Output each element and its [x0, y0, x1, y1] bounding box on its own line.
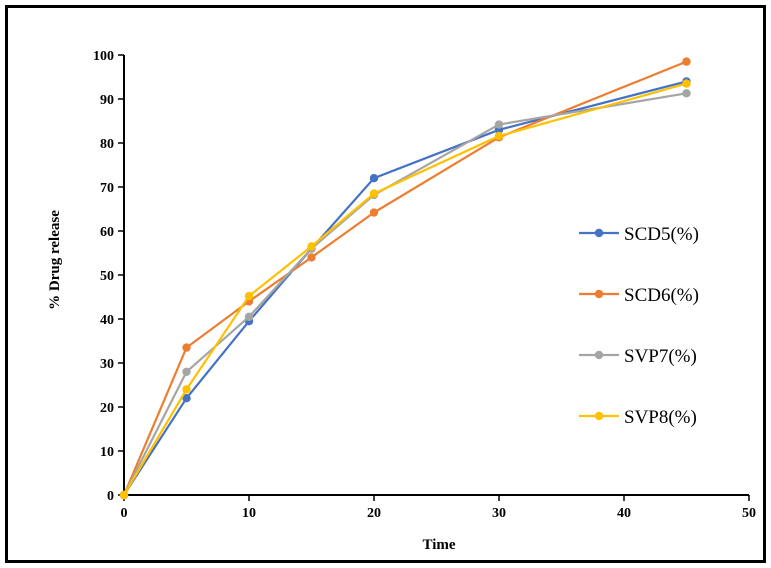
series-line-scd5: [123, 80, 687, 496]
data-point-svp8: [182, 385, 191, 394]
y-tick-label: 50: [100, 269, 114, 284]
data-point-svp7: [494, 120, 504, 129]
y-axis-ticks: 0 10 20 30 40 50 60 70 80 90 100: [93, 49, 124, 504]
y-tick-label: 30: [100, 357, 114, 372]
legend-marker-scd6: [594, 289, 604, 299]
x-tick-label: 10: [242, 506, 256, 521]
data-point-scd6: [182, 343, 191, 352]
y-tick-label: 100: [93, 49, 114, 64]
data-point-svp7: [682, 89, 691, 98]
legend: SCD5(%) SCD6(%) SVP7(%) SVP8(%): [579, 224, 699, 428]
x-axis-ticks: 0 10 20 30 40 50: [121, 495, 756, 521]
y-tick-label: 60: [100, 225, 114, 240]
data-point-scd6: [369, 208, 379, 217]
x-tick-label: 20: [367, 506, 381, 521]
data-point-scd5: [182, 394, 191, 403]
data-point-svp8: [119, 490, 129, 500]
data-point-scd6: [307, 253, 316, 262]
legend-label-svp8: SVP8(%): [624, 407, 697, 428]
data-point-scd5: [369, 174, 379, 183]
legend-marker-scd5: [594, 228, 604, 238]
legend-marker-svp7: [594, 350, 604, 360]
line-chart: 0 10 20 30 40 50 60 70 80 90 100 0 10 20 30 40 50 SCD5(…: [47, 49, 756, 553]
series-line-svp8: [123, 82, 687, 496]
y-tick-label: 80: [100, 137, 114, 152]
data-point-svp8: [307, 242, 316, 251]
series-line-scd6: [122, 60, 687, 496]
y-tick-label: 0: [107, 489, 114, 504]
x-tick-label: 30: [492, 506, 506, 521]
legend-marker-svp8: [594, 411, 604, 421]
chart-frame: 0 10 20 30 40 50 60 70 80 90 100 0 10 20 30 40 50 SCD5(…: [5, 5, 766, 563]
legend-label-scd5: SCD5(%): [624, 224, 699, 245]
data-point-svp7: [244, 312, 254, 321]
data-point-svp8: [369, 189, 379, 198]
y-tick-label: 40: [100, 313, 114, 328]
x-tick-label: 40: [617, 506, 631, 521]
legend-label-scd6: SCD6(%): [624, 285, 699, 306]
data-point-svp8: [682, 79, 691, 88]
x-tick-label: 50: [742, 506, 756, 521]
y-tick-label: 10: [100, 445, 114, 460]
x-tick-label: 0: [121, 506, 128, 521]
series-group: [119, 57, 691, 500]
y-tick-label: 90: [100, 93, 114, 108]
data-point-scd6: [682, 57, 691, 66]
y-axis-title: % Drug release: [47, 210, 63, 310]
data-point-svp7: [182, 367, 191, 376]
x-axis-title: Time: [422, 537, 455, 553]
data-point-svp8: [494, 131, 504, 141]
y-tick-label: 20: [100, 401, 114, 416]
legend-label-svp7: SVP7(%): [624, 346, 697, 367]
axes: [123, 55, 749, 496]
data-point-svp8: [244, 291, 254, 301]
y-tick-label: 70: [100, 181, 114, 196]
